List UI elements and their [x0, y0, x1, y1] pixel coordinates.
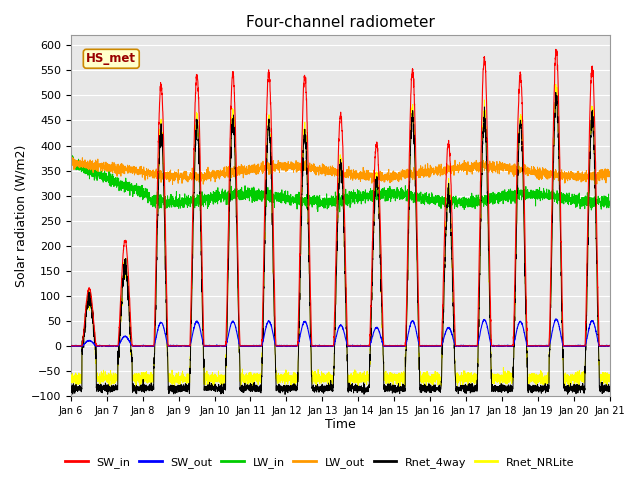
X-axis label: Time: Time — [325, 419, 356, 432]
Text: HS_met: HS_met — [86, 52, 136, 65]
Y-axis label: Solar radiation (W/m2): Solar radiation (W/m2) — [15, 144, 28, 287]
Legend: SW_in, SW_out, LW_in, LW_out, Rnet_4way, Rnet_NRLite: SW_in, SW_out, LW_in, LW_out, Rnet_4way,… — [61, 452, 579, 472]
Title: Four-channel radiometer: Four-channel radiometer — [246, 15, 435, 30]
